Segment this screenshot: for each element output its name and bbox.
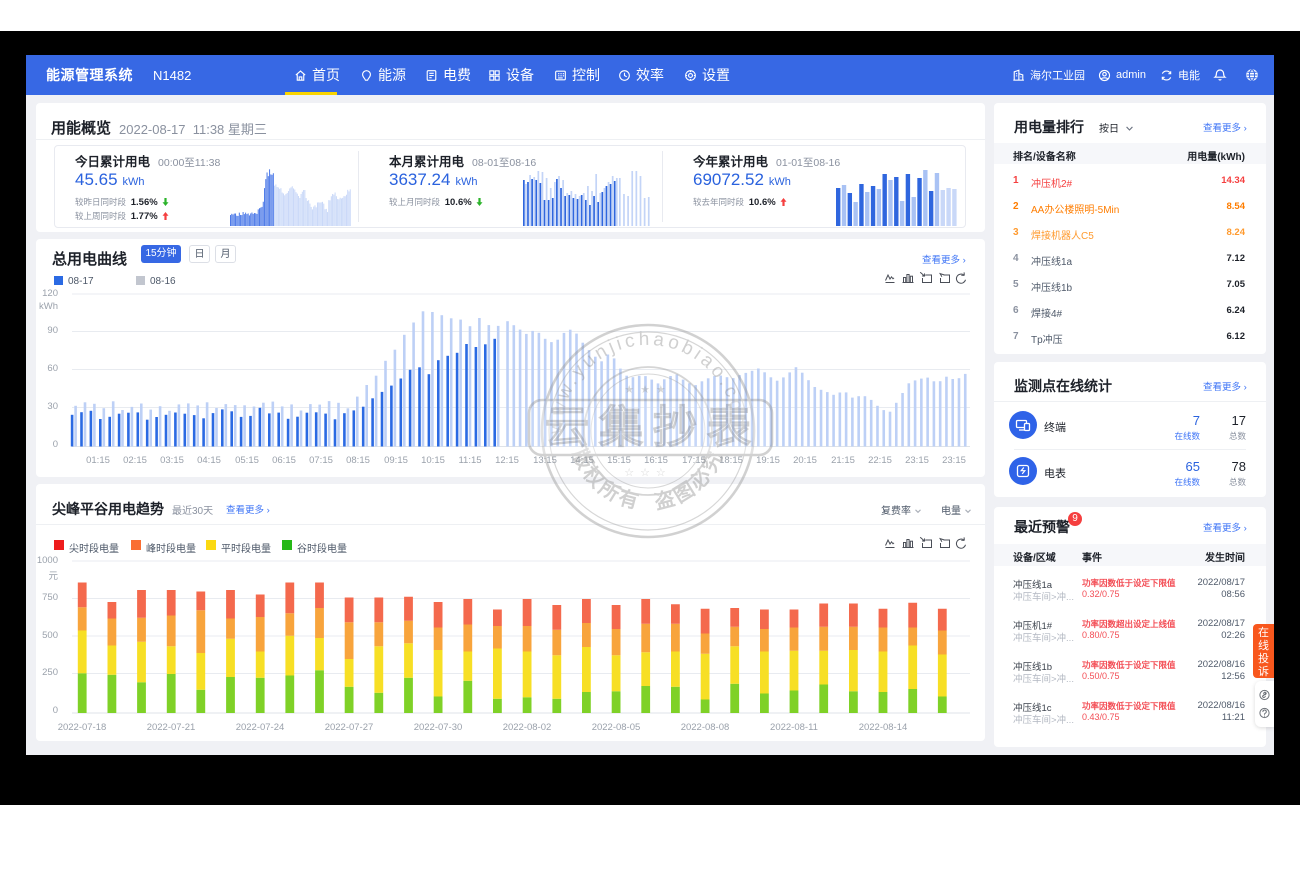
- svg-text:云集抄表: 云集抄表: [545, 403, 761, 452]
- svg-text:★★★: ★★★: [624, 384, 672, 396]
- svg-text:☆☆☆: ☆☆☆: [624, 467, 672, 479]
